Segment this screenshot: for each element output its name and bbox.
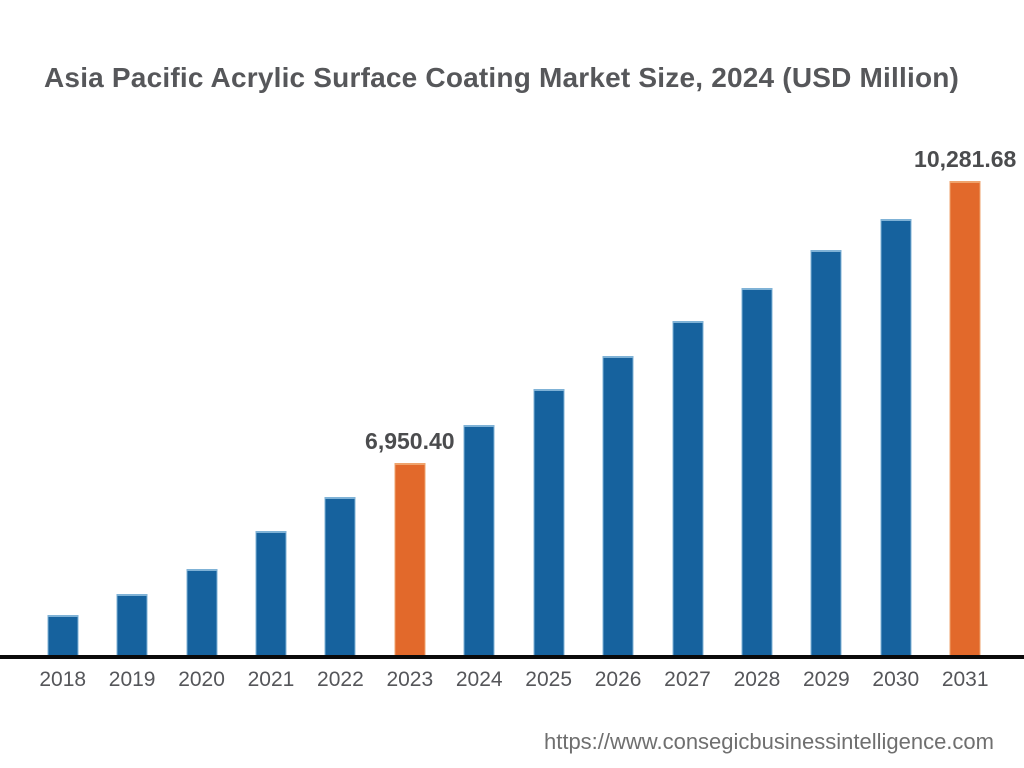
x-tick-label-2026: 2026 [594, 668, 642, 691]
plot-area: 6,950.40 10,281.68 [28, 146, 1016, 658]
bar-column [97, 158, 166, 658]
x-tick-label-2018: 2018 [39, 668, 87, 691]
x-tick-label-2028: 2028 [733, 668, 781, 691]
bar-2018 [47, 615, 79, 658]
bar-value-label-2023: 6,950.40 [365, 428, 455, 454]
x-tick-label-2024: 2024 [455, 668, 503, 691]
x-tick-label-2029: 2029 [802, 668, 850, 691]
x-tick-label-2031: 2031 [941, 668, 989, 691]
bar-2021 [255, 531, 287, 658]
bar-column [28, 158, 97, 658]
x-axis-line [0, 655, 1024, 659]
x-tick-label-2025: 2025 [525, 668, 573, 691]
bar-2027 [672, 321, 703, 658]
x-axis-ticks: 2018 2019 2020 2021 2022 2023 2024 2025 2026 2027… [28, 668, 1000, 692]
bar-2022 [324, 497, 356, 658]
x-tick-label-2019: 2019 [108, 668, 156, 691]
x-tick-label-2020: 2020 [178, 668, 225, 691]
bar-column [167, 158, 236, 658]
bar-column [514, 158, 583, 658]
bar-2026 [602, 356, 634, 658]
bar-2020 [186, 569, 218, 658]
bar-value-label-2031: 10,281.68 [914, 146, 1017, 172]
bar-column [583, 158, 652, 658]
bar-2025 [533, 389, 565, 658]
x-tick-label-2030: 2030 [872, 668, 920, 691]
bar-column [306, 158, 375, 658]
footer-url: https://www.consegicbusinessintelligence… [543, 729, 994, 754]
bar-2019 [116, 594, 148, 658]
bar-column [653, 158, 722, 658]
bar-column [792, 158, 861, 658]
bar-column [722, 158, 791, 658]
bar-2028 [741, 288, 773, 658]
x-tick-label-2027: 2027 [664, 668, 711, 691]
bar-2031 [949, 181, 981, 658]
bar-2029 [810, 250, 842, 658]
bar-2030 [880, 219, 912, 658]
chart-title: Asia Pacific Acrylic Surface Coating Mar… [44, 62, 960, 93]
bar-column [445, 158, 514, 658]
x-tick-label-2022: 2022 [317, 668, 364, 691]
bar-column: 10,281.68 [914, 146, 1016, 658]
bar-column: 6,950.40 [365, 158, 455, 658]
bar-column [236, 158, 305, 658]
bar-column [861, 158, 930, 658]
bar-2023 [394, 463, 426, 658]
bar-2024 [463, 425, 495, 658]
x-tick-label-2021: 2021 [247, 668, 295, 691]
x-tick-label-2023: 2023 [386, 668, 434, 691]
